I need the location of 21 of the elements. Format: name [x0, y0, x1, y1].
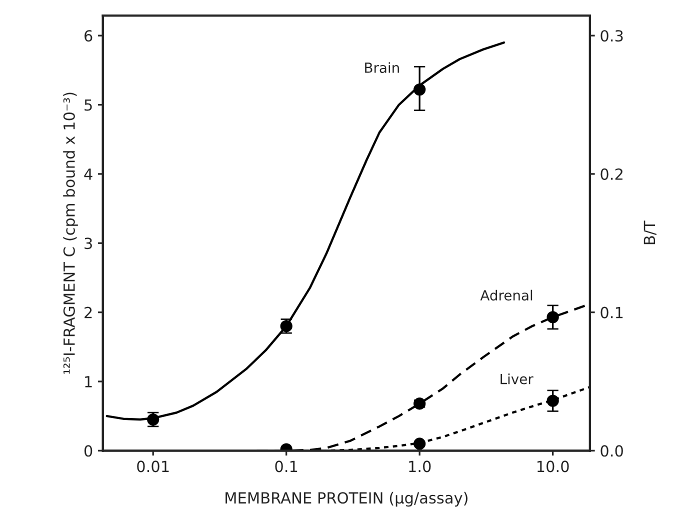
x-tick-label: 0.01	[137, 460, 169, 472]
x-axis-title: MEMBRANE PROTEIN (μg/assay)	[226, 492, 468, 507]
y-tick-label: 5	[84, 99, 92, 111]
y-tick-label: 2	[84, 306, 92, 318]
y-tick-label: 1	[85, 376, 92, 388]
x-tick-label: 10.0	[537, 460, 569, 472]
x-tick-label: 0.1	[275, 460, 298, 472]
x-tick-label: 1.0	[409, 460, 431, 472]
y-tick-label: 6	[84, 30, 92, 42]
series-label: Adrenal	[480, 290, 532, 301]
y2-tick-label: 0.0	[600, 445, 623, 457]
y2-axis-title: B/T	[644, 220, 656, 244]
y-tick-label: 4	[84, 168, 92, 180]
y2-tick-label: 0.1	[600, 306, 623, 318]
series-label: Brain	[365, 62, 399, 73]
y-tick-label: 0	[84, 445, 92, 457]
series-label: Liver	[500, 374, 534, 384]
y-tick-label: 3	[84, 238, 92, 250]
y2-tick-label: 0.2	[600, 168, 622, 180]
y2-tick-label: 0.3	[600, 30, 623, 42]
y-axis-title: ¹²⁵I-FRAGMENT C (cpm bound x 10⁻³)	[63, 92, 78, 374]
